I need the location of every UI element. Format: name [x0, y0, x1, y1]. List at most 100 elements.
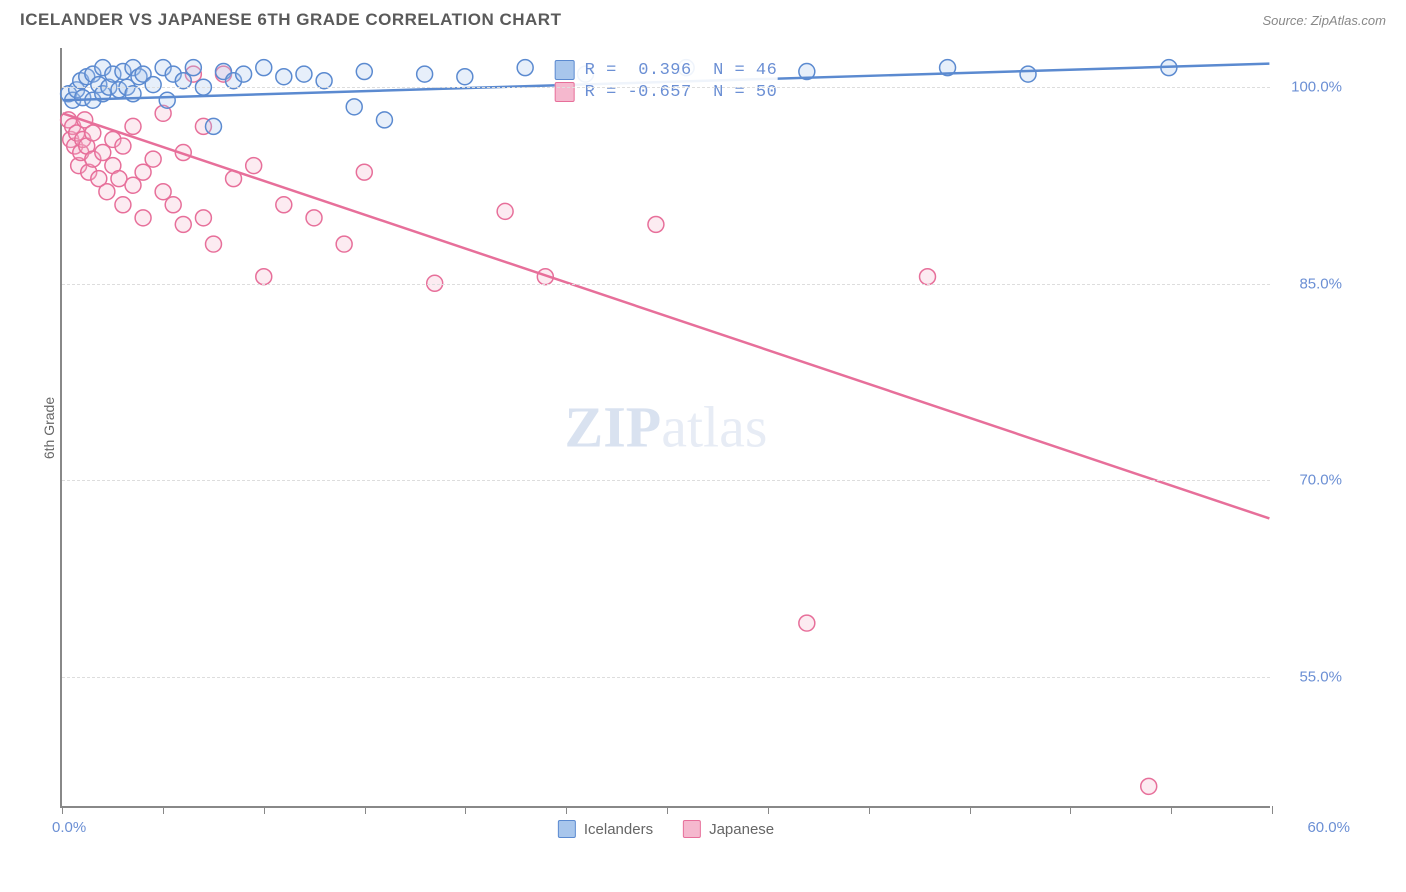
data-point — [115, 138, 131, 154]
data-point — [457, 69, 473, 85]
gridline — [62, 87, 1270, 88]
data-point — [135, 210, 151, 226]
data-point — [175, 216, 191, 232]
data-point — [276, 69, 292, 85]
data-point — [125, 177, 141, 193]
data-point — [73, 73, 89, 89]
data-point — [165, 197, 181, 213]
data-point — [648, 216, 664, 232]
data-point — [115, 197, 131, 213]
data-point — [316, 73, 332, 89]
data-point — [165, 66, 181, 82]
data-point — [115, 64, 131, 80]
xtick — [163, 806, 164, 814]
data-point — [69, 82, 85, 98]
ytick-label: 70.0% — [1280, 472, 1342, 489]
data-point — [155, 105, 171, 121]
data-point — [215, 64, 231, 80]
xtick — [1272, 806, 1273, 814]
data-point — [356, 164, 372, 180]
xtick — [667, 806, 668, 814]
data-point — [69, 125, 85, 141]
data-point — [111, 171, 127, 187]
data-point — [85, 151, 101, 167]
legend-swatch-icelanders-icon — [558, 820, 576, 838]
stats-row-2: R = -0.657 N = 50 — [555, 82, 778, 102]
ytick-label: 55.0% — [1280, 668, 1342, 685]
gridline — [62, 480, 1270, 481]
data-point — [799, 64, 815, 80]
watermark: ZIPatlas — [565, 394, 768, 461]
ytick-label: 85.0% — [1280, 275, 1342, 292]
data-point — [226, 171, 242, 187]
xtick — [365, 806, 366, 814]
data-point — [537, 269, 553, 285]
data-point — [417, 66, 433, 82]
xtick — [768, 806, 769, 814]
legend-label-1: Icelanders — [584, 821, 653, 838]
data-point — [145, 77, 161, 93]
data-point — [65, 118, 81, 134]
y-axis-label: 6th Grade — [41, 397, 57, 459]
data-point — [206, 118, 222, 134]
data-point — [356, 64, 372, 80]
bottom-legend: Icelanders Japanese — [558, 820, 774, 838]
data-point — [376, 112, 392, 128]
data-point — [91, 171, 107, 187]
data-point — [185, 60, 201, 76]
source-prefix: Source: — [1262, 13, 1310, 28]
data-point — [135, 66, 151, 82]
data-point — [195, 118, 211, 134]
watermark-light: atlas — [661, 395, 767, 460]
legend-swatch-japanese-icon — [683, 820, 701, 838]
stats-row-1: R = 0.396 N = 46 — [555, 60, 778, 80]
r-label-2: R = -0.657 N = 50 — [585, 83, 778, 102]
data-point — [79, 138, 95, 154]
chart-area: 6th Grade ZIPatlas R = 0.396 N = 46 R = … — [60, 48, 1350, 808]
data-point — [920, 269, 936, 285]
data-point — [131, 69, 147, 85]
data-point — [517, 60, 533, 76]
data-point — [85, 92, 101, 108]
data-point — [105, 131, 121, 147]
swatch-icelanders-icon — [555, 60, 575, 80]
data-point — [256, 60, 272, 76]
data-point — [1141, 778, 1157, 794]
data-point — [95, 60, 111, 76]
data-point — [105, 158, 121, 174]
x-max-label: 60.0% — [1307, 819, 1350, 836]
xtick — [566, 806, 567, 814]
legend-item-1: Icelanders — [558, 820, 653, 838]
data-point — [215, 66, 231, 82]
data-point — [125, 60, 141, 76]
ytick-label: 100.0% — [1280, 79, 1342, 96]
stats-legend: R = 0.396 N = 46 R = -0.657 N = 50 — [555, 56, 778, 106]
data-point — [63, 131, 79, 147]
data-point — [226, 73, 242, 89]
data-point — [175, 73, 191, 89]
data-point — [91, 77, 107, 93]
data-point — [75, 90, 91, 106]
data-point — [61, 112, 77, 128]
source-link[interactable]: ZipAtlas.com — [1311, 13, 1386, 28]
data-point — [155, 184, 171, 200]
chart-title: ICELANDER VS JAPANESE 6TH GRADE CORRELAT… — [20, 10, 561, 30]
plot-region: ZIPatlas R = 0.396 N = 46 R = -0.657 N =… — [60, 48, 1270, 808]
data-point — [155, 60, 171, 76]
data-point — [159, 92, 175, 108]
data-point — [71, 158, 87, 174]
data-point — [246, 158, 262, 174]
data-point — [206, 236, 222, 252]
r-label-1: R = 0.396 N = 46 — [585, 61, 778, 80]
data-point — [940, 60, 956, 76]
data-point — [497, 203, 513, 219]
watermark-bold: ZIP — [565, 395, 662, 460]
data-point — [145, 151, 161, 167]
data-point — [175, 145, 191, 161]
data-point — [256, 269, 272, 285]
data-point — [111, 82, 127, 98]
data-point — [65, 92, 81, 108]
data-point — [79, 69, 95, 85]
trend-line — [63, 113, 1270, 518]
legend-label-2: Japanese — [709, 821, 774, 838]
